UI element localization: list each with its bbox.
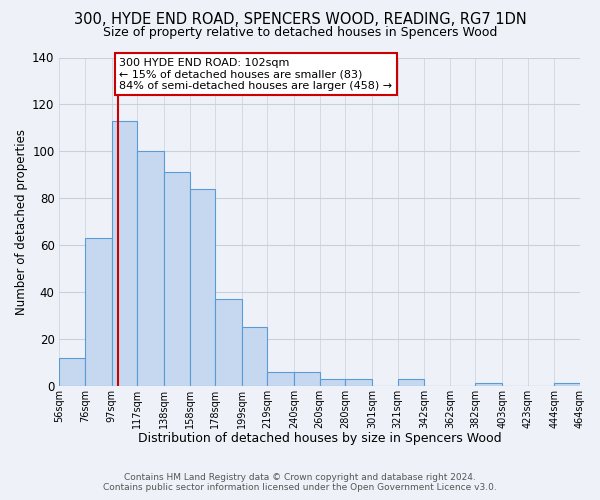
Bar: [320, 379, 345, 386]
Text: 300, HYDE END ROAD, SPENCERS WOOD, READING, RG7 1DN: 300, HYDE END ROAD, SPENCERS WOOD, READI…: [74, 12, 526, 28]
Y-axis label: Number of detached properties: Number of detached properties: [15, 128, 28, 314]
Bar: [215, 299, 242, 386]
Bar: [242, 327, 268, 386]
Bar: [398, 379, 424, 386]
Bar: [85, 238, 112, 386]
Bar: [345, 379, 372, 386]
Text: Size of property relative to detached houses in Spencers Wood: Size of property relative to detached ho…: [103, 26, 497, 39]
Bar: [190, 189, 215, 386]
Bar: [137, 152, 164, 386]
Bar: [554, 384, 580, 386]
Text: 300 HYDE END ROAD: 102sqm
← 15% of detached houses are smaller (83)
84% of semi-: 300 HYDE END ROAD: 102sqm ← 15% of detac…: [119, 58, 392, 90]
Bar: [268, 372, 294, 386]
Bar: [59, 358, 85, 386]
Text: Contains HM Land Registry data © Crown copyright and database right 2024.
Contai: Contains HM Land Registry data © Crown c…: [103, 473, 497, 492]
Bar: [294, 372, 320, 386]
Bar: [164, 172, 190, 386]
Bar: [112, 121, 137, 386]
Bar: [475, 384, 502, 386]
X-axis label: Distribution of detached houses by size in Spencers Wood: Distribution of detached houses by size …: [138, 432, 502, 445]
